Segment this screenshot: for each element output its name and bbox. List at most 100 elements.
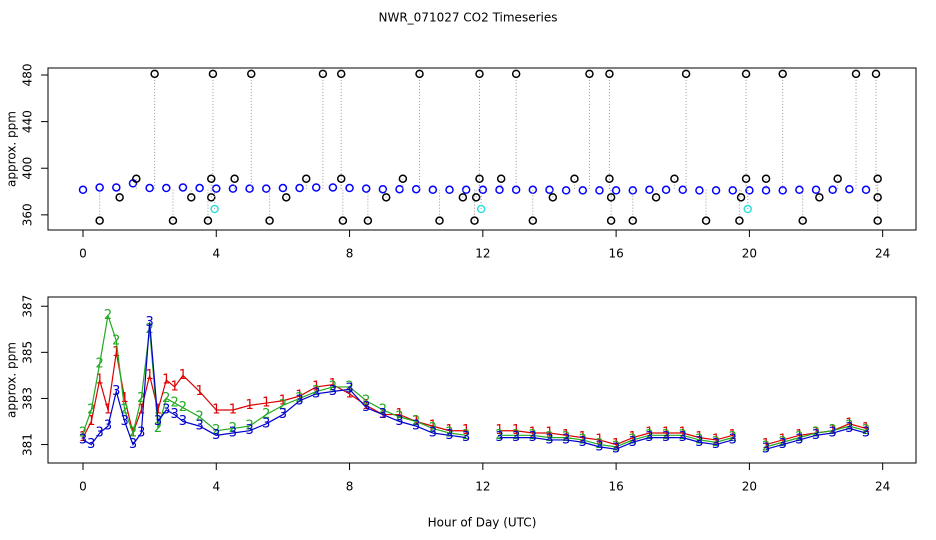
point	[361, 184, 371, 193]
point-marker: 2	[170, 396, 178, 411]
point	[445, 185, 454, 195]
point-marker: 1	[595, 432, 603, 447]
point-marker: 3	[812, 428, 820, 443]
point-marker: 1	[96, 373, 104, 388]
point-marker: 1	[462, 423, 470, 438]
point-marker: 2	[212, 423, 220, 438]
point	[871, 69, 881, 79]
point-marker: 2	[279, 398, 287, 413]
point	[261, 184, 271, 193]
point-marker: 3	[79, 432, 87, 447]
point-marker: 1	[629, 430, 637, 445]
point-marker: 1	[662, 426, 670, 441]
point-marker: 1	[679, 426, 687, 441]
point-marker: 1	[345, 386, 353, 401]
point	[745, 186, 754, 195]
point-marker: 1	[170, 379, 178, 394]
point	[511, 185, 521, 195]
point	[761, 174, 771, 183]
point	[168, 216, 178, 225]
y-tick-label: 385	[21, 341, 35, 364]
point-marker: 2	[595, 437, 603, 452]
point	[461, 185, 471, 195]
point-marker: 2	[229, 421, 237, 436]
point-marker: 3	[445, 428, 453, 443]
point	[828, 185, 837, 195]
point-marker: 1	[362, 398, 370, 413]
point	[861, 185, 871, 195]
point	[228, 184, 238, 193]
point	[203, 216, 213, 225]
point	[245, 184, 254, 193]
point	[606, 193, 616, 202]
point-marker: 2	[195, 409, 203, 424]
point	[605, 69, 614, 79]
point-marker: 3	[779, 437, 787, 452]
point-marker: 3	[245, 423, 253, 438]
point	[311, 183, 321, 192]
point-marker: 2	[362, 393, 370, 408]
point-marker: 3	[645, 430, 653, 445]
point-marker: 2	[162, 391, 170, 406]
point-marker: 2	[112, 333, 120, 348]
point-marker: 1	[195, 384, 203, 399]
point-marker: 1	[87, 414, 95, 429]
point-marker: 3	[462, 430, 470, 445]
point-marker: 1	[779, 432, 787, 447]
point-marker: 3	[862, 426, 870, 441]
point	[561, 186, 571, 195]
y-axis-label: approx. ppm	[5, 111, 19, 187]
point	[528, 216, 538, 225]
point-marker: 2	[79, 426, 87, 441]
point-marker: 3	[379, 407, 387, 422]
point-marker: 2	[329, 379, 337, 394]
point	[187, 193, 196, 202]
point-marker: 3	[795, 432, 803, 447]
point-marker: 1	[312, 379, 320, 394]
x-tick-label: 20	[742, 480, 757, 494]
point	[381, 193, 391, 202]
point-marker: 1	[645, 426, 653, 441]
point	[741, 174, 751, 183]
point	[398, 174, 408, 183]
point-marker: 3	[112, 384, 120, 399]
point	[478, 185, 488, 195]
point	[145, 183, 154, 193]
point-marker: 2	[179, 400, 187, 415]
point-marker: 1	[429, 419, 437, 434]
point-marker: 2	[295, 391, 303, 406]
x-tick-label: 24	[875, 247, 890, 261]
point-marker: 3	[96, 426, 104, 441]
point	[411, 184, 421, 194]
point-marker: 3	[429, 426, 437, 441]
point	[428, 185, 438, 195]
point-marker: 3	[529, 430, 537, 445]
point	[798, 216, 807, 225]
point-marker: 1	[245, 398, 253, 413]
point-marker: 1	[79, 430, 87, 445]
point	[570, 174, 579, 183]
point-marker: 1	[712, 432, 720, 447]
point-marker: 2	[312, 384, 320, 399]
x-tick-label: 24	[875, 480, 890, 494]
point	[178, 183, 188, 192]
point-marker: 2	[154, 421, 162, 436]
point-marker: 2	[645, 428, 653, 443]
point-marker: 2	[562, 430, 570, 445]
point	[328, 183, 338, 192]
point-marker: 1	[529, 426, 537, 441]
point	[628, 186, 638, 195]
point	[851, 69, 861, 79]
point	[363, 216, 373, 225]
point	[208, 69, 218, 79]
point-marker: 3	[495, 430, 503, 445]
point-marker: 2	[104, 308, 112, 323]
x-tick-label: 0	[79, 480, 87, 494]
x-tick-label: 12	[475, 480, 490, 494]
point-marker: 2	[762, 439, 770, 454]
point	[678, 185, 688, 195]
point	[873, 174, 882, 183]
point-marker: 3	[629, 435, 637, 450]
point-marker: 3	[562, 432, 570, 447]
point	[545, 185, 554, 195]
